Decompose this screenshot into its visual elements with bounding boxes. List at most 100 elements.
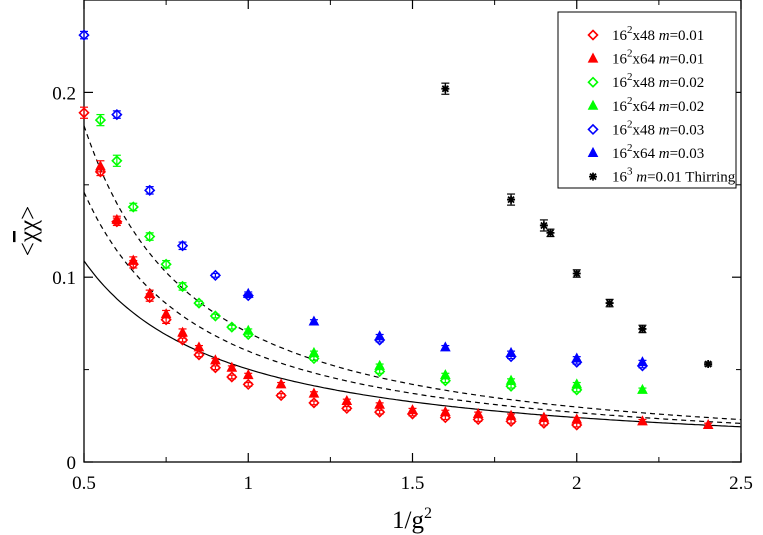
legend-label-part: =0.03 <box>670 122 705 138</box>
legend-marker <box>589 172 597 181</box>
data-point <box>637 415 648 426</box>
data-point <box>374 398 385 409</box>
legend-label: 162x48 m=0.03 <box>612 118 704 138</box>
data-point <box>374 359 385 370</box>
legend-label: 163 m=0.01 Thirring <box>612 166 736 186</box>
legend-label-part: =0.03 <box>670 146 705 162</box>
data-point <box>505 415 517 427</box>
legend-label-part: 16 <box>612 75 628 91</box>
data-point <box>308 346 320 357</box>
data-point <box>94 166 107 178</box>
data-point <box>374 330 385 341</box>
x-axis-title-sup: 2 <box>424 505 432 522</box>
data-point <box>275 389 287 402</box>
data-point <box>160 308 172 319</box>
legend-label-part: 16 <box>612 170 628 186</box>
legend-entry: 163 m=0.01 Thirring <box>589 166 736 186</box>
legend-label-part: 2 <box>627 71 633 83</box>
data-point <box>439 412 451 424</box>
data-point <box>209 269 222 281</box>
y-tick-label: 0.1 <box>52 268 76 289</box>
data-point <box>571 413 583 424</box>
data-point <box>242 324 254 335</box>
legend-entry: 162x48 m=0.01 <box>587 24 705 44</box>
data-point <box>441 84 450 93</box>
fit-curves <box>83 125 742 428</box>
y-axis-chibar: χ <box>15 231 42 243</box>
data-point <box>571 378 583 389</box>
series-1 <box>95 160 714 430</box>
data-point <box>505 409 517 420</box>
series-3 <box>242 324 648 394</box>
data-point <box>472 413 484 426</box>
data-point <box>111 213 123 224</box>
y-tick-label: 0.2 <box>52 83 76 104</box>
data-point <box>177 326 188 337</box>
data-point <box>176 240 189 252</box>
x-tick-label: 2.5 <box>729 473 753 494</box>
data-point <box>440 406 451 417</box>
data-point <box>374 406 386 418</box>
legend-label-part: 3 <box>627 166 633 178</box>
legend-marker <box>587 123 599 136</box>
legend-label-part: m <box>659 122 670 138</box>
legend-entry: 162x64 m=0.03 <box>587 142 705 162</box>
fit-curve-dashed <box>83 125 742 421</box>
y-axis-title: <χχ> <box>15 206 42 256</box>
data-point <box>440 369 451 380</box>
legend-entry: 162x64 m=0.02 <box>587 95 704 115</box>
data-point <box>308 352 320 365</box>
legend-label-part: =0.01 Thirring <box>647 170 736 186</box>
x-tick-label: 1.5 <box>401 473 425 494</box>
legend-label-part: 2 <box>627 48 633 60</box>
legend-marker <box>587 52 599 63</box>
data-point <box>111 108 123 121</box>
legend-label-part: x48 <box>633 75 659 91</box>
data-point <box>472 407 484 418</box>
data-point <box>95 160 106 171</box>
data-point <box>242 287 254 298</box>
data-point <box>193 349 205 361</box>
x-tick-label: 2 <box>572 473 582 494</box>
legend-label-part: 16 <box>612 52 628 68</box>
data-point <box>507 195 516 204</box>
data-point <box>209 310 222 322</box>
legend-label-part: 16 <box>612 28 628 44</box>
data-point <box>571 352 583 363</box>
data-point <box>702 418 714 430</box>
data-point <box>341 402 353 415</box>
data-point <box>407 404 418 415</box>
legend-entry: 162x64 m=0.01 <box>587 48 704 68</box>
legend-label-part: =0.01 <box>670 28 705 44</box>
data-point <box>538 417 550 429</box>
data-point <box>242 369 254 380</box>
data-point <box>78 107 90 119</box>
data-point <box>176 334 189 346</box>
data-point <box>638 324 647 333</box>
data-point <box>637 356 648 367</box>
data-points <box>78 29 714 431</box>
legend-label-part: x48 <box>633 122 659 138</box>
data-point <box>209 362 222 374</box>
data-point <box>308 397 320 409</box>
data-point <box>176 280 189 293</box>
legend-label: 162x48 m=0.02 <box>612 71 704 91</box>
legend-label-part: 2 <box>627 118 633 130</box>
legend-label-part: m <box>659 52 670 68</box>
fit-curve-dashed <box>83 191 742 424</box>
data-point <box>226 321 238 333</box>
y-tick-label: 0 <box>67 453 77 474</box>
data-point <box>505 346 517 357</box>
legend-label-part: 16 <box>612 122 628 138</box>
data-point <box>546 228 555 237</box>
fit-curve-solid <box>83 260 742 428</box>
data-point <box>160 258 172 270</box>
data-point <box>94 114 107 126</box>
legend-label-part: m <box>659 28 670 44</box>
legend-label-part: m <box>636 170 647 186</box>
data-point <box>341 394 353 406</box>
data-point <box>505 374 517 385</box>
legend-label-part: =0.02 <box>670 75 705 91</box>
legend-marker <box>587 146 599 157</box>
